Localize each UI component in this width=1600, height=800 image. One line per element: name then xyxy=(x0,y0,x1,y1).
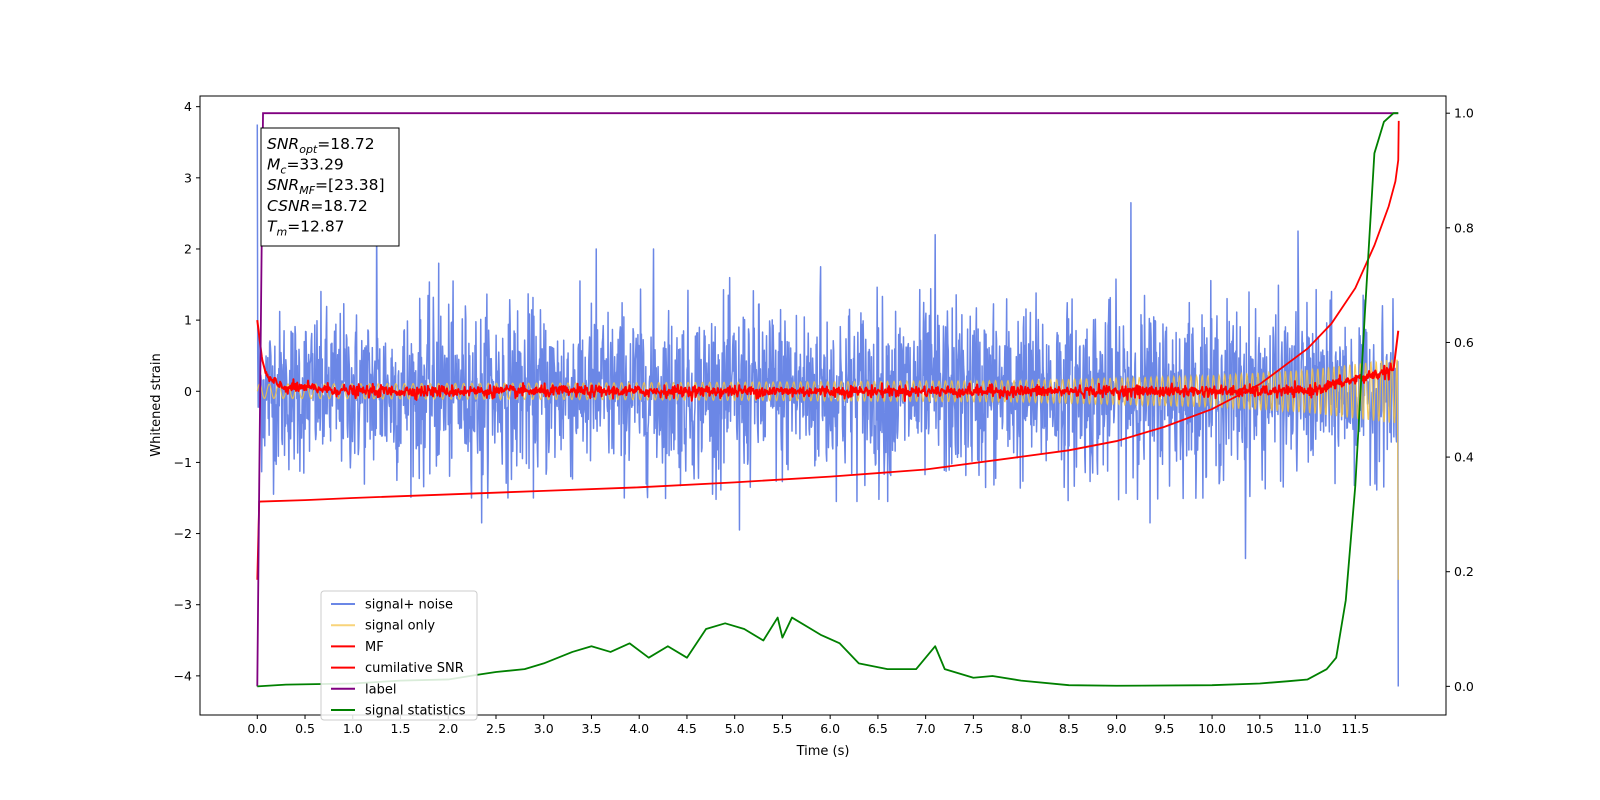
y-tick-label: −2 xyxy=(174,526,192,541)
stats-annotation-box: SNRopt=18.72Mc=33.29SNRMF=[23.38]CSNR=18… xyxy=(260,127,400,247)
x-axis-title: Time (s) xyxy=(796,744,850,759)
y-tick-label: 0 xyxy=(184,384,192,399)
x-tick-label: 1.0 xyxy=(343,721,363,736)
x-tick-label: 7.5 xyxy=(963,721,983,736)
x-tick-label: 11.0 xyxy=(1294,721,1322,736)
series-signal-noise-line xyxy=(256,124,1400,687)
annotation-line: Tm=12.87 xyxy=(267,217,345,238)
x-tick-label: 4.5 xyxy=(677,721,697,736)
x-tick-label: 8.0 xyxy=(1011,721,1031,736)
legend-entry-label: signal statistics xyxy=(365,704,466,719)
legend: signal+ noise signal only MF cumilative SNR… xyxy=(320,590,478,721)
legend-entry-label: signal only xyxy=(365,619,435,634)
x-tick-label: 10.0 xyxy=(1198,721,1226,736)
x-tick-label: 3.0 xyxy=(534,721,554,736)
annotation-line: SNRMF=[23.38] xyxy=(267,176,385,197)
y2-tick-label: 0.2 xyxy=(1454,564,1474,579)
x-tick-label: 7.0 xyxy=(916,721,936,736)
annotation-line: SNRopt=18.72 xyxy=(267,135,375,156)
series-signal-only-line xyxy=(256,359,1399,580)
legend-entry-label: MF xyxy=(365,640,384,655)
series-mf-line xyxy=(256,319,1400,402)
y-tick-label: −3 xyxy=(174,597,192,612)
legend-entry-label: label xyxy=(365,682,396,697)
x-tick-label: 0.0 xyxy=(247,721,267,736)
x-tick-label: 11.5 xyxy=(1341,721,1369,736)
x-tick-label: 9.0 xyxy=(1107,721,1127,736)
plot-area-frame xyxy=(199,95,1447,716)
series-layer xyxy=(256,112,1400,688)
x-tick-label: 9.5 xyxy=(1154,721,1174,736)
y-axis-right: 1.0 0.8 0.6 0.4 0.2 0.0 xyxy=(1446,106,1474,694)
y-tick-label: 3 xyxy=(184,170,192,185)
y2-tick-label: 0.6 xyxy=(1454,335,1474,350)
x-tick-label: 5.5 xyxy=(772,721,792,736)
x-tick-label: 2.5 xyxy=(486,721,506,736)
annotation-line: CSNR=18.72 xyxy=(267,197,368,215)
x-axis: 0.0 0.5 1.0 1.5 2.0 2.5 3.0 3.5 4.0 4.5 5.0 5.5 6.0 6… xyxy=(247,715,1369,736)
y2-tick-label: 1.0 xyxy=(1454,106,1474,121)
x-tick-label: 1.5 xyxy=(391,721,411,736)
y-tick-label: 2 xyxy=(184,241,192,256)
legend-entry-label: cumilative SNR xyxy=(365,661,464,676)
x-tick-label: 0.5 xyxy=(295,721,315,736)
y-tick-label: 4 xyxy=(184,99,192,114)
y2-tick-label: 0.8 xyxy=(1454,220,1474,235)
x-tick-label: 10.5 xyxy=(1246,721,1274,736)
x-tick-label: 2.0 xyxy=(438,721,458,736)
x-tick-label: 6.0 xyxy=(820,721,840,736)
y-tick-label: −1 xyxy=(174,455,192,470)
y-tick-label: −4 xyxy=(174,668,192,683)
annotation-frame xyxy=(260,127,400,247)
series-signal-statistics-line xyxy=(257,112,1399,688)
y-tick-label: 1 xyxy=(184,313,192,328)
y-axis-left: 4 3 2 1 0 −1 −2 −3 −4 xyxy=(174,99,200,683)
x-tick-label: 3.5 xyxy=(582,721,602,736)
x-tick-label: 4.0 xyxy=(629,721,649,736)
y2-tick-label: 0.0 xyxy=(1454,679,1474,694)
annotation-line: Mc=33.29 xyxy=(267,156,344,177)
x-tick-label: 8.5 xyxy=(1059,721,1079,736)
y2-tick-label: 0.4 xyxy=(1454,450,1474,465)
legend-frame xyxy=(320,590,478,721)
series-label-line xyxy=(256,112,1399,687)
y-axis-title: Whitened strain xyxy=(149,353,164,456)
x-tick-label: 5.0 xyxy=(725,721,745,736)
series-cumulative-snr-line xyxy=(256,120,1400,580)
x-tick-label: 6.5 xyxy=(868,721,888,736)
legend-entry-label: signal+ noise xyxy=(365,598,453,613)
